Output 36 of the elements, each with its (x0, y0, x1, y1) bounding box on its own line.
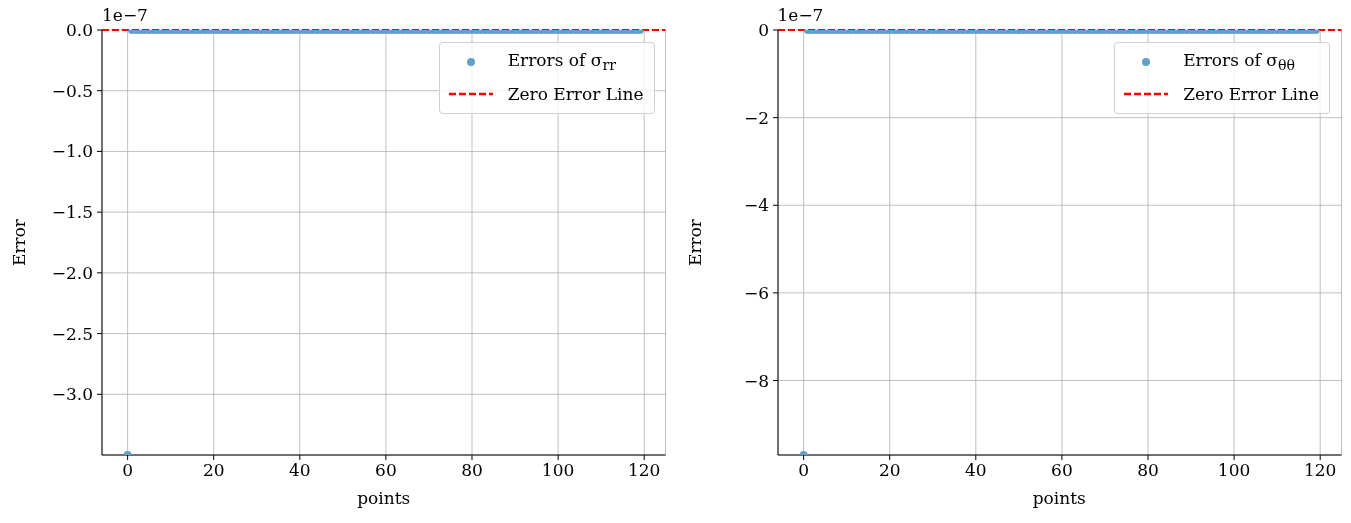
y-tick-label: −3.0 (51, 384, 93, 405)
y-tick-label: −6 (743, 282, 769, 303)
y-tick-label: −1.0 (51, 141, 93, 162)
y-tick-label: −2.5 (51, 323, 93, 344)
x-axis-title: points (357, 488, 411, 508)
y-axis-title: Error (684, 218, 705, 267)
x-tick-label: 100 (1217, 460, 1250, 481)
legend-label: Errors of σ$_{θθ}$ (1183, 50, 1295, 74)
y-tick-label: 0 (757, 20, 769, 41)
x-tick-label: 0 (797, 460, 809, 481)
x-tick-label: 120 (627, 460, 661, 481)
text: 1e−7 (777, 5, 824, 25)
x-tick-label: 120 (1303, 460, 1336, 481)
x-tick-label: 60 (1050, 460, 1073, 481)
y-tick-label: 0.0 (65, 20, 93, 41)
text: 1e−7 (102, 5, 148, 25)
x-tick-label: 80 (1136, 460, 1159, 481)
x-tick-label: 20 (202, 460, 225, 481)
y-tick-label: −8 (743, 370, 769, 391)
y-tick-label: −4 (743, 195, 769, 216)
x-tick-label: 40 (964, 460, 987, 481)
legend-label: Zero Error Line (507, 84, 644, 104)
x-tick-label: 40 (288, 460, 311, 481)
x-tick-label: 100 (541, 460, 575, 481)
y-axis-title: Error (9, 218, 29, 267)
x-tick-label: 0 (122, 460, 134, 481)
x-tick-label: 80 (461, 460, 483, 481)
y-tick-label: −0.5 (51, 80, 93, 101)
x-tick-label: 20 (878, 460, 901, 481)
x-tick-label: 60 (375, 460, 397, 481)
x-axis-title: points (1032, 488, 1086, 508)
y-tick-label: −1.5 (51, 202, 93, 223)
y-tick-label: −2.0 (51, 262, 93, 283)
legend-label: Zero Error Line (1183, 84, 1319, 104)
legend-label: Errors of σ$_{rr}$ (507, 50, 616, 74)
y-tick-label: −2 (743, 107, 769, 128)
